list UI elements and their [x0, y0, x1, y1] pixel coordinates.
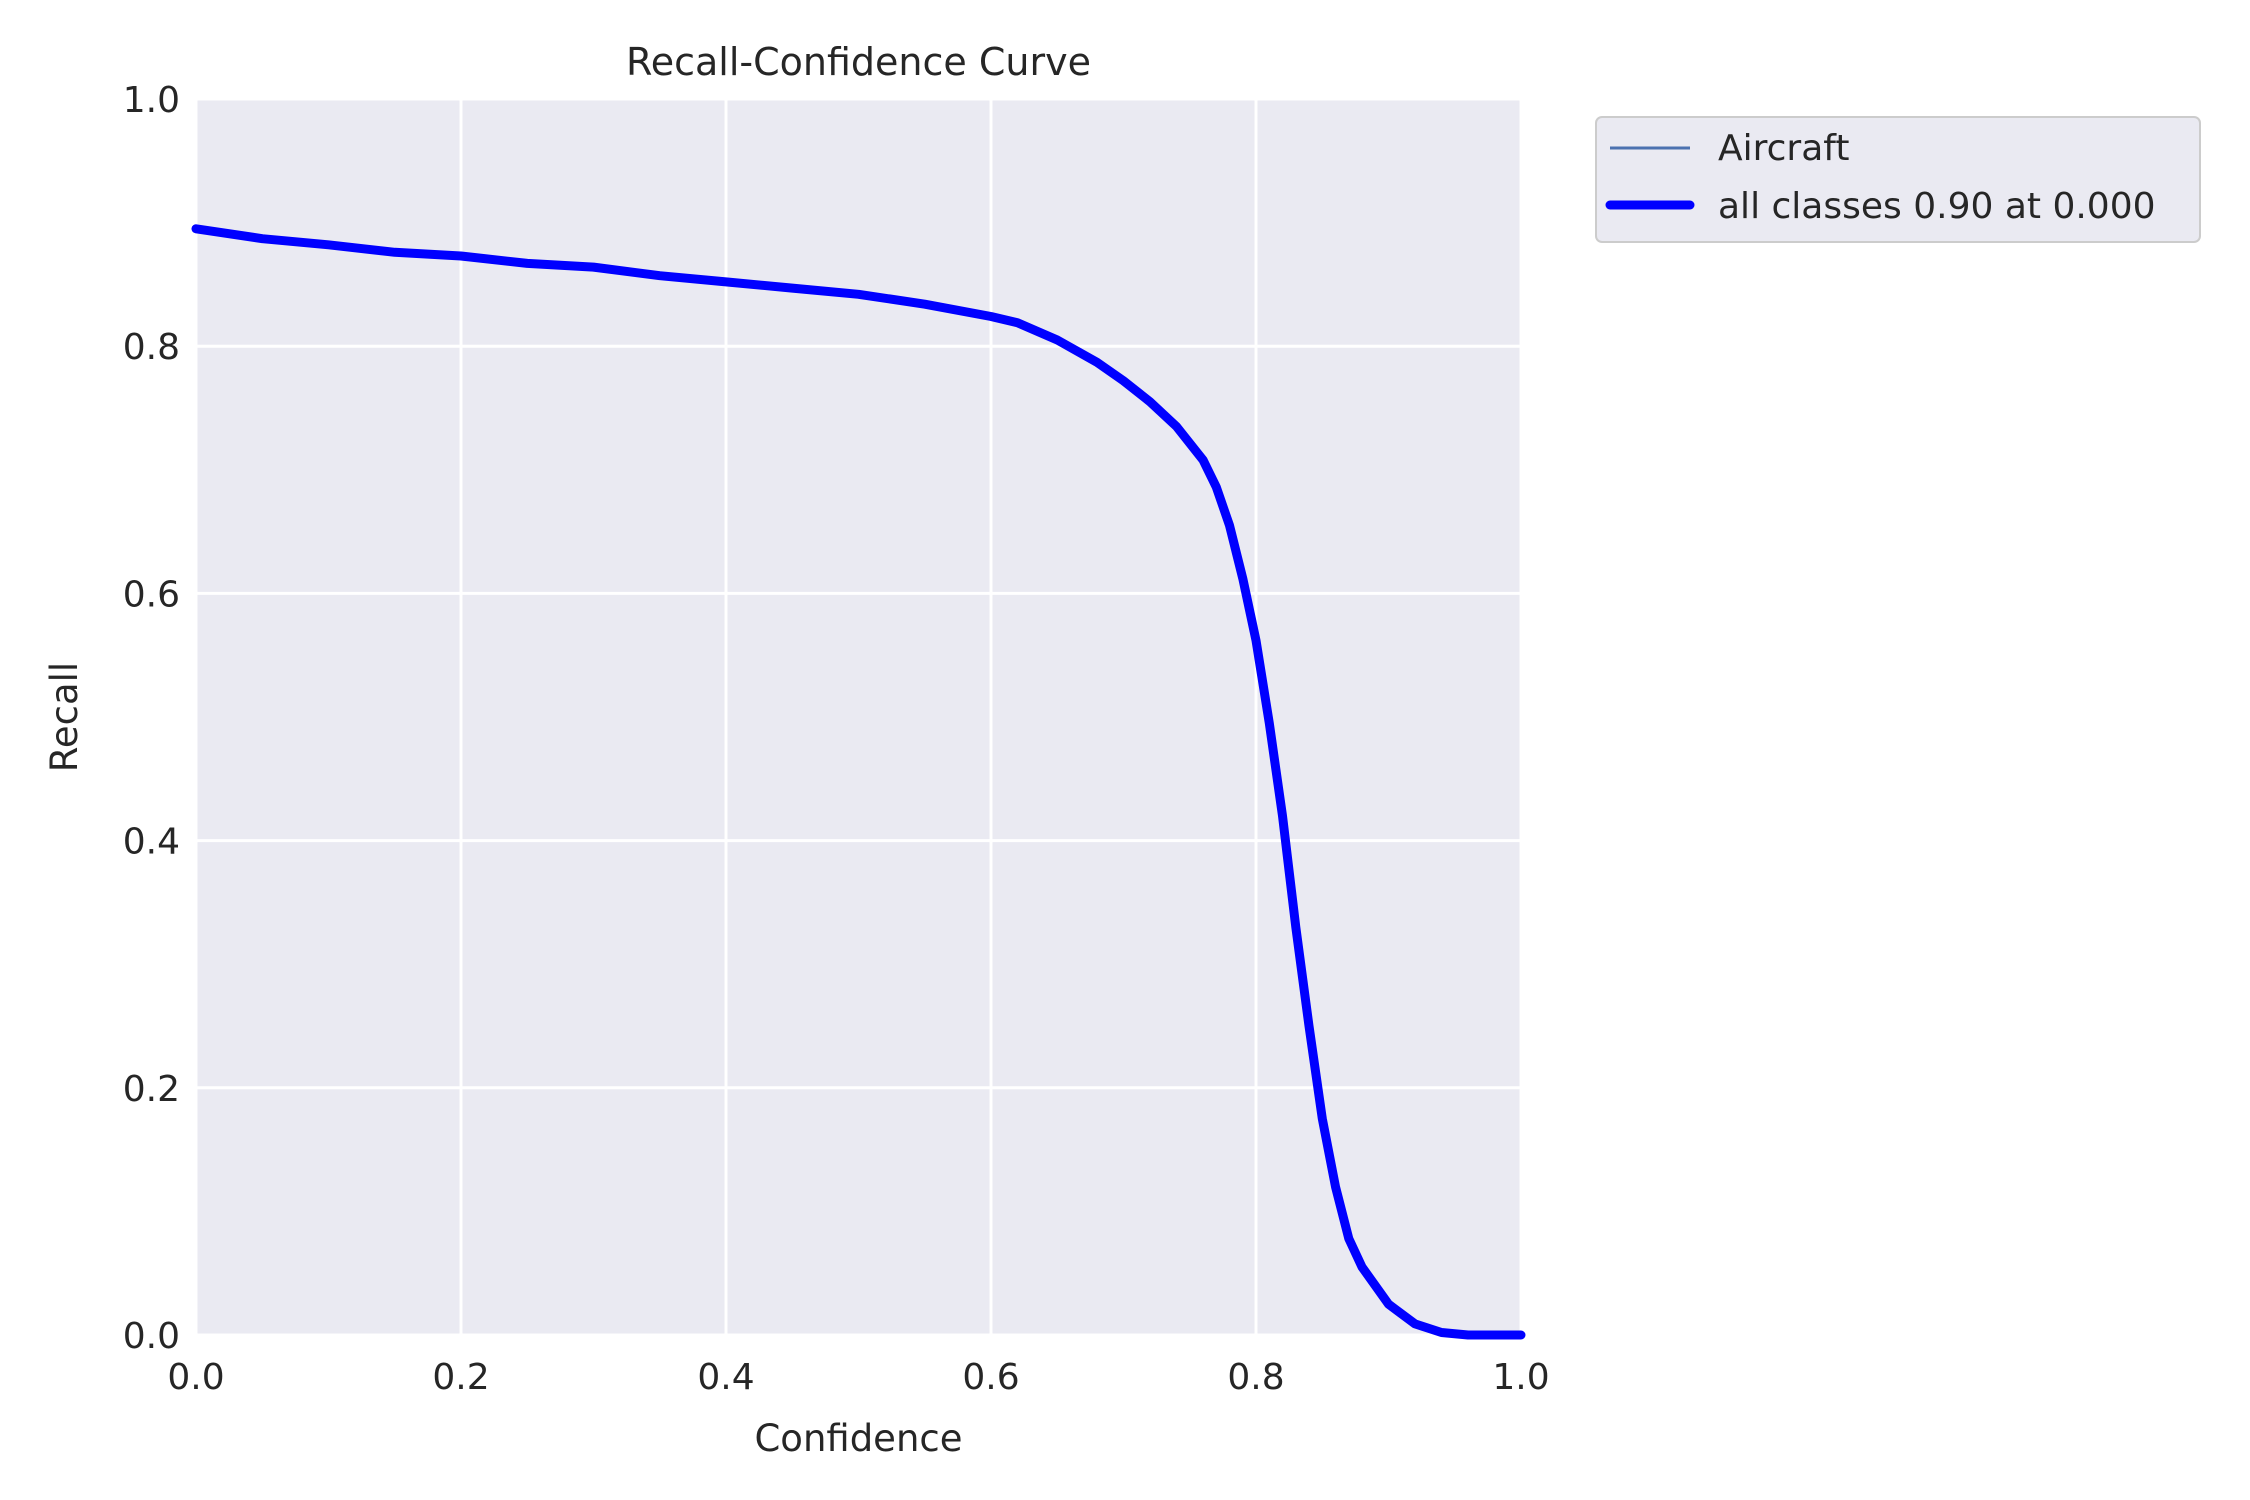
x-tick-label: 1.0	[1492, 1357, 1549, 1398]
series-layer	[191, 224, 1526, 1340]
x-axis-label: Confidence	[754, 1417, 962, 1460]
y-tick-label: 0.2	[123, 1069, 180, 1110]
plot-area	[196, 99, 1521, 1335]
legend-label-aircraft: Aircraft	[1718, 128, 1849, 169]
legend-label-all-classes: all classes 0.90 at 0.000	[1718, 186, 2156, 227]
x-tick-label: 0.2	[432, 1357, 489, 1398]
y-tick-label: 1.0	[123, 80, 180, 121]
legend-box	[1595, 116, 2201, 243]
x-tick-label: 0.4	[697, 1357, 754, 1398]
y-axis-label: Recall	[43, 662, 86, 772]
series-line-all-classes	[191, 224, 1526, 1340]
x-tick-label: 0.8	[1227, 1357, 1284, 1398]
y-tick-label: 0.8	[123, 327, 180, 368]
y-tick-label: 0.4	[123, 822, 180, 863]
y-tick-label: 0.0	[123, 1316, 180, 1357]
legend: Aircraft all classes 0.90 at 0.000	[1595, 116, 2201, 243]
x-tick-label: 0.0	[167, 1357, 224, 1398]
tick-labels: 0.0 0.2 0.4 0.6 0.8 1.0 0.0 0.2 0.4 0.6 0.8 1.0	[123, 80, 1550, 1398]
grid-lines	[194, 97, 1523, 1337]
chart-title: Recall-Confidence Curve	[626, 40, 1091, 84]
x-tick-label: 0.6	[962, 1357, 1019, 1398]
y-tick-label: 0.6	[123, 574, 180, 615]
